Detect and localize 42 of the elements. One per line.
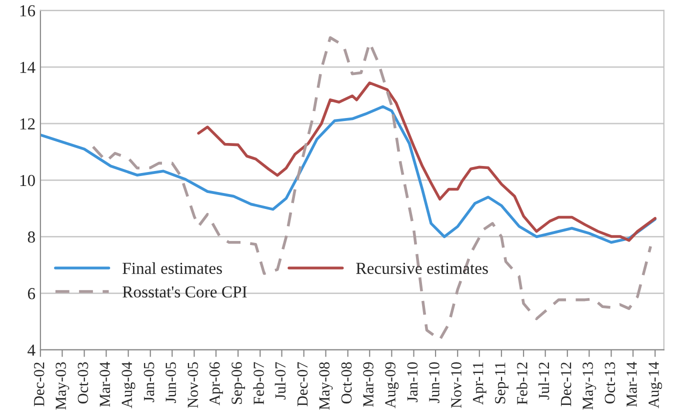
x-tick-label: Aug-09	[385, 362, 399, 408]
line-series	[197, 81, 656, 242]
x-tick-label: Mar-09	[363, 362, 374, 407]
y-tick-label: 14	[20, 62, 36, 73]
x-tick-label: Oct-13	[604, 362, 616, 404]
line-series	[92, 36, 652, 342]
y-tick-label: 10	[20, 174, 35, 186]
x-tick-label: Dec-12	[560, 362, 572, 406]
x-tick-label: May-13	[582, 362, 596, 410]
x-tick-label: Aug-14	[648, 362, 662, 408]
x-tick-label: Dec-02	[34, 362, 44, 406]
x-tick-label: Jul-07	[274, 362, 286, 400]
x-tick-label: Oct-03	[78, 362, 88, 404]
x-tick-label: Sep-06	[232, 362, 245, 404]
legend-label: Rosstat's Core CPI	[122, 286, 247, 298]
x-tick-label: May-03	[56, 362, 70, 410]
x-tick-label: Feb-07	[253, 362, 264, 405]
y-tick-label: 12	[20, 118, 35, 130]
y-tick-label: 16	[20, 5, 36, 16]
x-tick-label: Dec-07	[297, 362, 308, 406]
x-tick-label: Oct-08	[341, 362, 352, 404]
x-tick-label: Mar-14	[626, 362, 637, 407]
line-series	[40, 105, 656, 244]
x-tick-label: Apr-11	[472, 362, 486, 405]
x-tick-label: Sep-11	[495, 362, 508, 404]
y-tick-label: 4	[28, 344, 36, 356]
y-tick-label: 6	[28, 288, 36, 300]
x-tick-label: Mar-04	[100, 362, 110, 407]
x-tick-label: Nov-05	[188, 362, 198, 408]
legend-label: Final estimates	[122, 262, 222, 274]
x-tick-label: Jan-05	[144, 362, 154, 402]
x-tick-label: Jan-10	[407, 362, 418, 402]
x-tick-label: Apr-06	[210, 362, 223, 406]
x-tick-label: Feb-12	[516, 362, 528, 405]
y-tick-label: 8	[28, 231, 35, 243]
x-tick-label: Jun-10	[429, 362, 440, 403]
x-tick-label: Aug-04	[122, 362, 136, 408]
x-tick-label: Nov-10	[451, 362, 462, 408]
x-tick-label: Jul-12	[538, 362, 550, 400]
legend-label: Recursive estimates	[356, 262, 488, 274]
x-tick-label: Jun-05	[166, 362, 176, 403]
x-tick-label: May-08	[319, 362, 333, 410]
